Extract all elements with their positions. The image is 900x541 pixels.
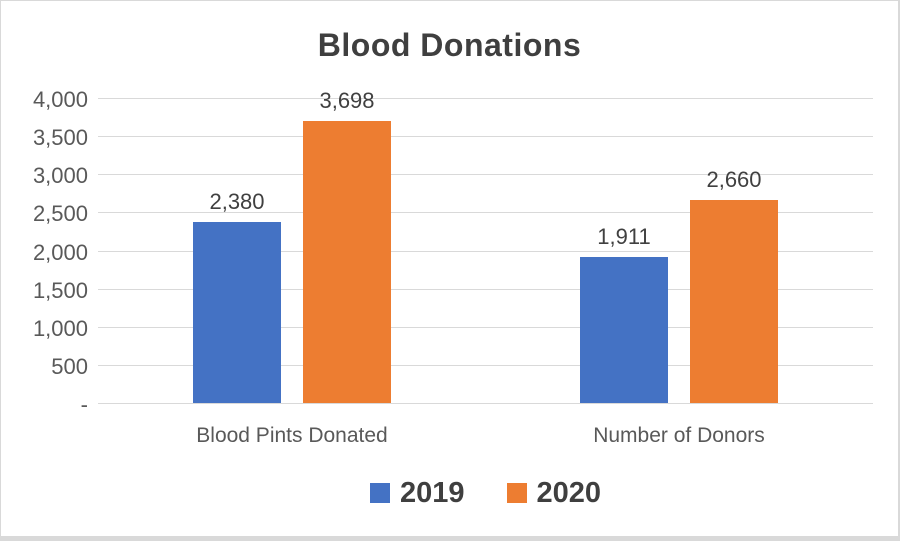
y-tick-label-2500: 2,500 [32,201,88,226]
plot-area: 2,380 3,698 1,911 2,660 [98,88,873,404]
chart-title: Blood Donations [317,27,582,63]
y-axis-labels: - 500 1,000 1,500 2,000 2,500 3,000 3,500 4,000 [1,87,88,417]
data-label-2019-cat2: 1,911 [597,224,651,249]
y-tick-label-1000: 1,000 [32,316,88,341]
legend-label-2020: 2020 [536,477,602,509]
y-tick-label-1500: 1,500 [32,278,88,303]
x-axis-line [98,403,873,404]
y-tick-label-3500: 3,500 [32,125,88,150]
gridline-2000 [98,251,873,252]
y-tick-label-4000: 4,000 [32,87,88,112]
gridline-3500 [98,136,873,137]
y-tick-label-3000: 3,000 [32,163,88,188]
y-tick-label-2000: 2,000 [32,240,88,265]
gridline-1500 [98,289,873,290]
data-label-2020-cat2: 2,660 [706,167,762,192]
legend-swatch-2019 [369,483,390,503]
data-label-2019-cat1: 2,380 [209,189,265,214]
legend: 2019 2020 [98,475,873,511]
bar-2019-cat1 [193,222,281,403]
y-tick-label-0: - [80,392,88,417]
category-label-1: Blood Pints Donated [196,424,388,447]
bar-2019-cat2 [580,257,668,403]
gridline-500 [98,365,873,366]
gridline-1000 [98,327,873,328]
legend-item-2020: 2020 [506,477,602,509]
category-label-2: Number of Donors [593,424,765,447]
y-tick-label-500: 500 [51,354,88,379]
legend-label-2019: 2019 [399,477,465,509]
bar-2020-cat2 [690,200,778,403]
bar-2020-cat1 [303,121,391,403]
data-label-2020-cat1: 3,698 [319,88,375,113]
gridline-3000 [98,174,873,175]
gridline-2500 [98,212,873,213]
gridline-4000 [98,98,873,99]
legend-item-2019: 2019 [369,477,465,509]
legend-swatch-2020 [506,483,527,503]
category-labels: Blood Pints Donated Number of Donors [98,422,873,450]
